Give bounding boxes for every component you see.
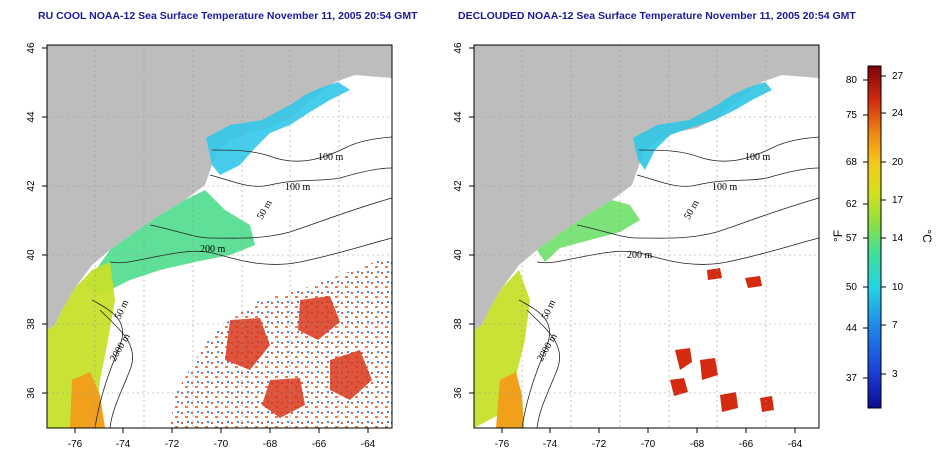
fahrenheit-tick-label: 75 [846, 110, 858, 121]
right-x-axis: -76 -74 -72 -70 -68 -66 -64 [495, 428, 803, 450]
left-mid-water [85, 190, 255, 295]
right-x-tick-label: -76 [495, 439, 510, 450]
fahrenheit-tick-label: 57 [846, 233, 858, 244]
right-y-tick-label: 38 [453, 318, 464, 330]
fahrenheit-tick-label: 44 [846, 323, 858, 334]
right-y-tick-label: 36 [453, 387, 464, 399]
fahrenheit-tick-label: 37 [846, 373, 858, 384]
left-plot-frame [46, 44, 393, 429]
right-plot-frame [473, 44, 820, 429]
right-map: 100 m 100 m 50 m 200 m 50 m 2000 m [473, 44, 820, 429]
right-warm-coast [496, 372, 524, 428]
left-x-tick-label: -68 [263, 439, 278, 450]
left-contour-label-100m-a: 100 m [318, 152, 344, 163]
right-y-tick-label: 44 [453, 111, 464, 123]
left-warm-coast [70, 372, 105, 428]
right-grid [474, 45, 819, 428]
fahrenheit-tick-label: 80 [846, 75, 858, 86]
temperature-colorbar: 80 75 68 62 57 50 44 37 27 24 20 17 14 1… [831, 65, 934, 409]
left-bathymetry-contours [91, 136, 393, 429]
left-panel-title: RU COOL NOAA-12 Sea Surface Temperature … [38, 10, 418, 22]
left-x-tick-label: -74 [116, 439, 131, 450]
right-bathymetry-contours [518, 136, 820, 429]
left-map: 100 m 100 m 50 m 200 m 50 m 2000 m [46, 44, 393, 429]
fahrenheit-tick-label: 50 [846, 282, 858, 293]
left-y-axis: 46 44 42 40 38 36 [26, 42, 47, 399]
right-y-tick-label: 40 [453, 249, 464, 261]
celsius-tick-label: 17 [892, 195, 904, 206]
right-shelf-water [474, 270, 530, 428]
celsius-tick-label: 24 [892, 108, 904, 119]
left-contour-label-100m-b: 100 m [285, 182, 311, 193]
right-x-tick-label: -68 [690, 439, 705, 450]
right-mid-water [537, 200, 640, 262]
left-land [47, 45, 392, 330]
celsius-tick-label: 10 [892, 282, 904, 293]
right-x-tick-label: -66 [739, 439, 754, 450]
fahrenheit-tick-label: 62 [846, 199, 858, 210]
celsius-tick-label: 3 [892, 369, 898, 380]
left-warm-patches [225, 296, 372, 418]
celsius-unit-label: °C [920, 229, 934, 243]
left-y-tick-label: 44 [26, 111, 37, 123]
right-y-tick-label: 46 [453, 42, 464, 54]
left-y-tick-label: 38 [26, 318, 37, 330]
celsius-tick-label: 14 [892, 233, 904, 244]
fahrenheit-unit-label: °F [831, 230, 845, 242]
left-grid [47, 45, 392, 428]
right-contour-label-100m-b: 100 m [712, 182, 738, 193]
right-x-tick-label: -72 [592, 439, 607, 450]
left-y-tick-label: 46 [26, 42, 37, 54]
left-y-tick-label: 40 [26, 249, 37, 261]
left-y-tick-label: 36 [26, 387, 37, 399]
left-x-tick-label: -64 [361, 439, 376, 450]
left-x-tick-label: -66 [312, 439, 327, 450]
fahrenheit-tick-label: 68 [846, 157, 858, 168]
right-contour-label-200m: 200 m [627, 250, 653, 261]
right-land [474, 45, 819, 330]
left-y-tick-label: 42 [26, 180, 37, 192]
right-contour-label-100m-a: 100 m [745, 152, 771, 163]
right-x-tick-label: -74 [543, 439, 558, 450]
right-y-axis: 46 44 42 40 38 36 [453, 42, 474, 399]
celsius-tick-label: 20 [892, 157, 904, 168]
right-y-tick-label: 42 [453, 180, 464, 192]
colorbar-gradient [867, 65, 882, 409]
left-x-tick-label: -70 [214, 439, 229, 450]
celsius-tick-label: 7 [892, 320, 898, 331]
right-panel-title: DECLOUDED NOAA-12 Sea Surface Temperatur… [458, 10, 856, 22]
right-x-tick-label: -64 [788, 439, 803, 450]
left-contour-label-200m: 200 m [200, 244, 226, 255]
right-x-tick-label: -70 [641, 439, 656, 450]
left-x-tick-label: -72 [165, 439, 180, 450]
celsius-tick-label: 27 [892, 71, 904, 82]
left-x-tick-label: -76 [68, 439, 83, 450]
right-warm-patches [670, 268, 774, 412]
right-cool-water [633, 82, 772, 170]
left-x-axis: -76 -74 -72 -70 -68 -66 -64 [68, 428, 376, 450]
